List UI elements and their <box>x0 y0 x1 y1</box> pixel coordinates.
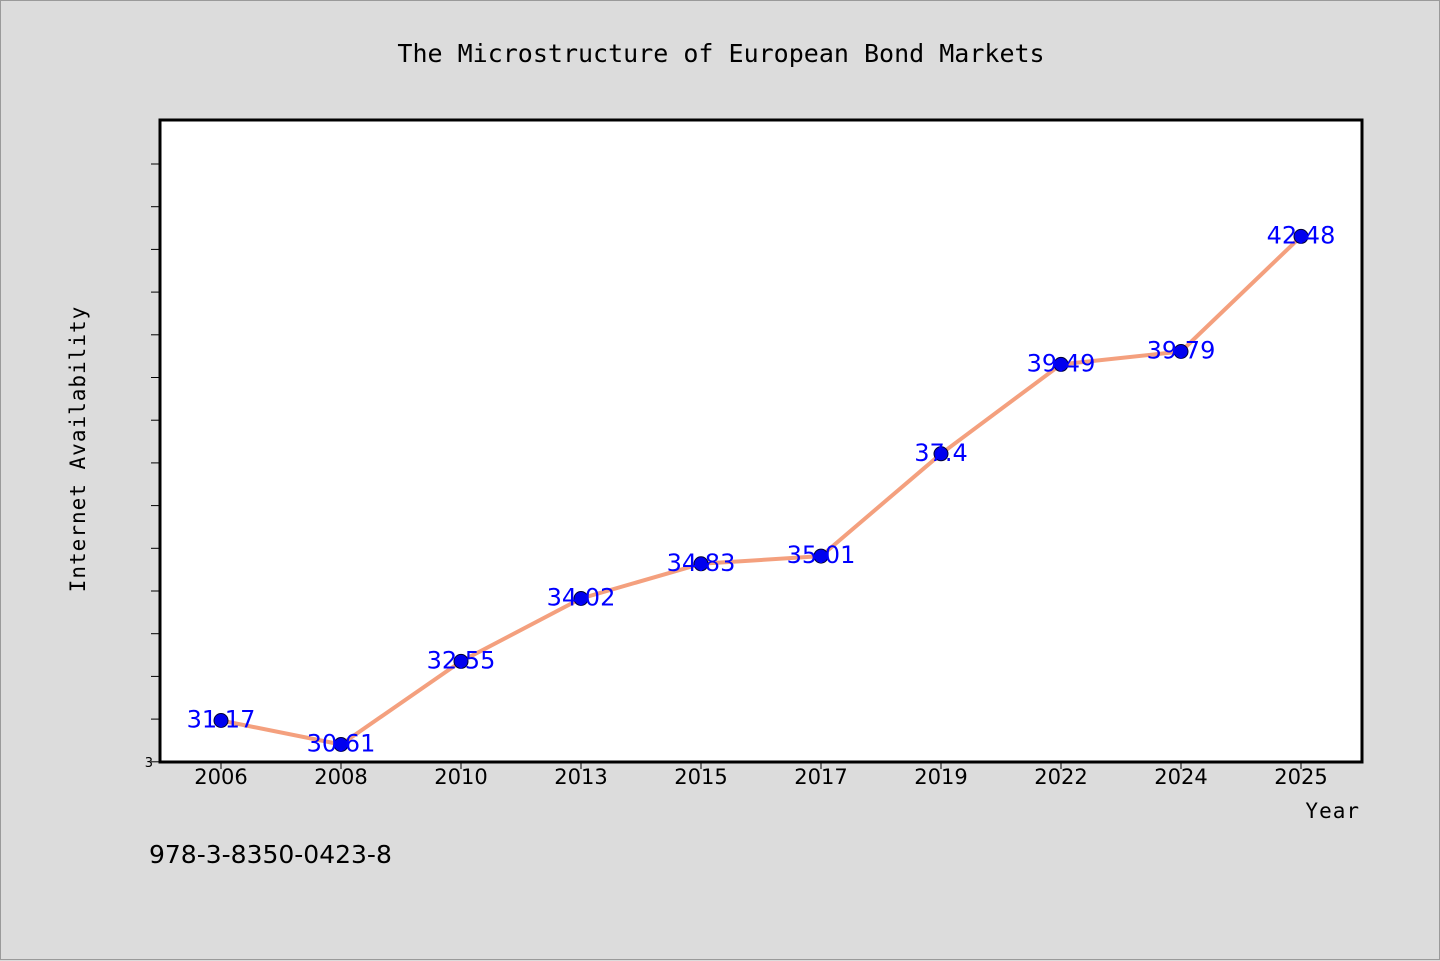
data-point <box>933 446 949 462</box>
y-tick-label: 3 <box>145 756 153 771</box>
data-label: 32.55 <box>427 646 496 674</box>
plot-area <box>158 118 1364 764</box>
data-point <box>693 556 709 572</box>
y-axis-label: Internet Availability <box>66 306 90 593</box>
data-point <box>813 548 829 564</box>
data-point <box>333 737 349 752</box>
data-label: 30.61 <box>307 730 376 758</box>
x-tick-label: 2017 <box>794 765 847 789</box>
data-point <box>213 713 229 728</box>
data-label: 37.4 <box>914 439 967 467</box>
data-point <box>1173 344 1189 359</box>
data-label: 34.83 <box>667 549 736 577</box>
x-axis-label: Year <box>1305 799 1360 823</box>
data-point <box>1293 228 1309 244</box>
x-tick-label: 2019 <box>914 765 967 789</box>
data-label: 35.01 <box>787 541 856 569</box>
data-point <box>1053 356 1069 372</box>
x-tick-label: 2010 <box>434 765 487 789</box>
x-tick-label: 2024 <box>1154 765 1207 789</box>
y-axis-ticks <box>151 163 160 763</box>
footer-isbn: 978-3-8350-0423-8 <box>149 840 392 869</box>
chart-title: The Microstructure of European Bond Mark… <box>397 39 1044 68</box>
data-point <box>573 591 589 606</box>
data-label: 31.17 <box>187 706 256 734</box>
x-axis-ticks: 2006 2008 2010 2013 2015 2017 2019 2022 2024 2025 <box>194 762 1328 789</box>
series-layer: 31.17 30.61 32.55 34.02 34.83 35.01 37.4 39.49 3… <box>187 221 1336 757</box>
x-tick-label: 2008 <box>314 765 367 789</box>
data-label: 42.48 <box>1267 221 1336 249</box>
data-point <box>453 653 469 669</box>
data-label: 39.79 <box>1147 337 1216 365</box>
x-tick-label: 2022 <box>1034 765 1087 789</box>
x-tick-label: 2015 <box>674 765 727 789</box>
x-tick-label: 2013 <box>554 765 607 789</box>
series-line <box>220 234 1303 747</box>
data-label: 39.49 <box>1027 349 1096 377</box>
data-label: 34.02 <box>547 584 616 612</box>
x-tick-label: 2025 <box>1274 765 1327 789</box>
x-tick-label: 2006 <box>194 765 247 789</box>
